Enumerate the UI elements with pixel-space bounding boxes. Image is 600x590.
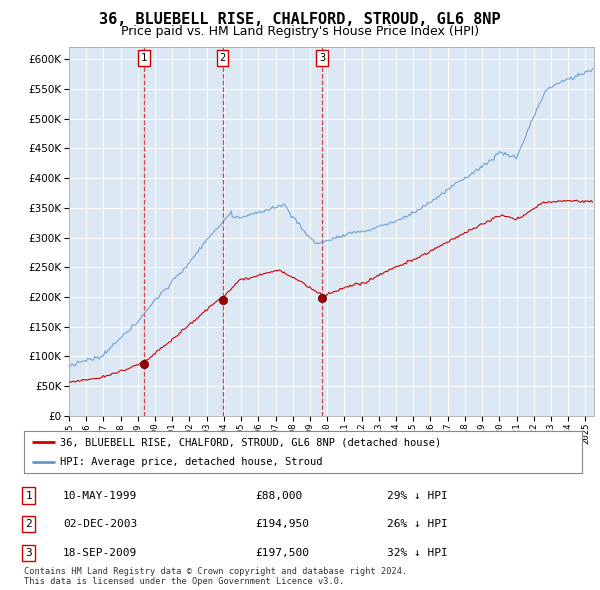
- Text: £197,500: £197,500: [255, 548, 309, 558]
- Text: 2: 2: [25, 519, 32, 529]
- Text: 32% ↓ HPI: 32% ↓ HPI: [387, 548, 448, 558]
- Text: 1: 1: [141, 53, 147, 63]
- Text: 3: 3: [319, 53, 325, 63]
- Text: 1: 1: [25, 491, 32, 500]
- Text: 29% ↓ HPI: 29% ↓ HPI: [387, 491, 448, 500]
- Text: Contains HM Land Registry data © Crown copyright and database right 2024.: Contains HM Land Registry data © Crown c…: [24, 567, 407, 576]
- Text: 18-SEP-2009: 18-SEP-2009: [63, 548, 137, 558]
- Text: 36, BLUEBELL RISE, CHALFORD, STROUD, GL6 8NP (detached house): 36, BLUEBELL RISE, CHALFORD, STROUD, GL6…: [60, 437, 442, 447]
- Text: Price paid vs. HM Land Registry's House Price Index (HPI): Price paid vs. HM Land Registry's House …: [121, 25, 479, 38]
- Text: 26% ↓ HPI: 26% ↓ HPI: [387, 519, 448, 529]
- Text: 10-MAY-1999: 10-MAY-1999: [63, 491, 137, 500]
- Text: 3: 3: [25, 548, 32, 558]
- Text: This data is licensed under the Open Government Licence v3.0.: This data is licensed under the Open Gov…: [24, 578, 344, 586]
- Text: 2: 2: [220, 53, 226, 63]
- Text: 36, BLUEBELL RISE, CHALFORD, STROUD, GL6 8NP: 36, BLUEBELL RISE, CHALFORD, STROUD, GL6…: [99, 12, 501, 27]
- Text: £88,000: £88,000: [255, 491, 302, 500]
- Text: HPI: Average price, detached house, Stroud: HPI: Average price, detached house, Stro…: [60, 457, 323, 467]
- Text: 02-DEC-2003: 02-DEC-2003: [63, 519, 137, 529]
- Text: £194,950: £194,950: [255, 519, 309, 529]
